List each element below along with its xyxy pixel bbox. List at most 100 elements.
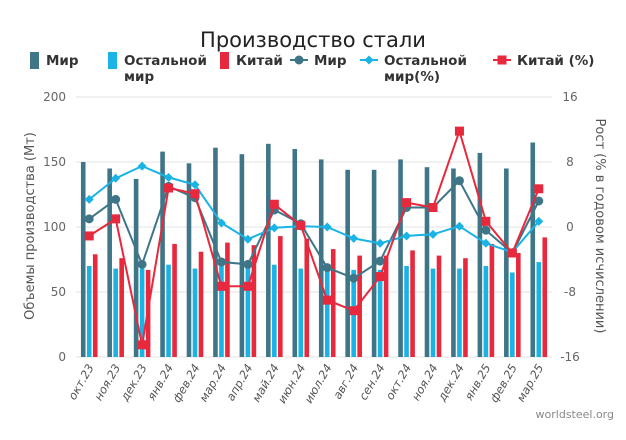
data-point: [190, 180, 200, 190]
data-point: [137, 161, 147, 171]
y-tick-right: 8: [566, 155, 574, 169]
y-tick-right: -16: [560, 350, 580, 364]
bar: [245, 267, 251, 357]
legend-marker: [364, 55, 374, 65]
data-point: [349, 233, 359, 243]
data-point: [428, 229, 438, 239]
legend-marker: [497, 55, 507, 65]
bar: [530, 142, 536, 357]
chart-title: Производство стали: [200, 28, 426, 52]
bar: [225, 242, 230, 357]
data-point: [454, 176, 464, 186]
data-point: [402, 231, 412, 241]
legend-item: Китай: [220, 52, 283, 69]
bar: [119, 258, 124, 357]
data-point: [190, 189, 200, 199]
y-tick-left: 100: [43, 220, 66, 234]
bar: [489, 243, 495, 357]
bar: [107, 168, 112, 357]
data-point: [243, 281, 253, 291]
data-point: [349, 306, 359, 316]
data-point: [349, 273, 359, 283]
data-point: [84, 194, 94, 204]
data-point: [84, 214, 94, 224]
bar: [357, 255, 362, 357]
bar: [451, 168, 456, 357]
legend-item: Мир: [290, 53, 347, 69]
y-tick-left: 50: [51, 285, 66, 299]
bar: [536, 262, 542, 357]
bar: [436, 255, 442, 357]
data-point: [269, 223, 279, 233]
bar: [345, 169, 350, 357]
y-tick-right: 16: [562, 90, 577, 104]
bar: [213, 147, 218, 357]
legend-item: Мир: [30, 52, 79, 69]
bar: [166, 264, 171, 357]
bar: [483, 266, 489, 357]
legend-marker: [294, 55, 304, 65]
data-point: [322, 295, 332, 305]
data-point: [481, 225, 491, 235]
data-point: [454, 221, 464, 231]
data-point: [164, 183, 174, 193]
bar: [160, 151, 165, 357]
data-point: [375, 272, 385, 282]
data-point: [534, 216, 544, 226]
y-tick-right: -8: [564, 285, 576, 299]
bar: [398, 159, 403, 357]
y-axis-right-label: Рост (% в годовом исчислении): [592, 119, 607, 334]
data-point: [534, 196, 544, 206]
legend-label: Остальной мир: [124, 53, 207, 85]
bar: [504, 168, 509, 357]
data-point: [84, 231, 94, 241]
bar: [477, 152, 483, 357]
bar: [377, 269, 383, 357]
bar: [113, 268, 118, 357]
data-point: [322, 263, 332, 273]
y-tick-left: 0: [58, 350, 66, 364]
legend: Мир Остальной мир Китай Мир Остальной мир(%) Ки…: [30, 52, 594, 85]
bar: [139, 268, 145, 357]
bar: [192, 268, 198, 357]
data-point: [534, 184, 544, 194]
bar: [172, 243, 177, 357]
bar: [133, 178, 139, 357]
series-line: [88, 179, 540, 280]
bar: [516, 253, 521, 357]
legend-item: Остальной мир: [108, 52, 207, 85]
bar: [272, 264, 277, 357]
bar: [424, 167, 430, 357]
series-line: [88, 127, 540, 346]
data-point: [481, 216, 491, 226]
legend-swatch: [220, 52, 229, 69]
bar: [510, 272, 515, 357]
bar: [463, 258, 468, 357]
bar: [542, 237, 548, 357]
data-point: [216, 218, 226, 228]
bar: [86, 266, 92, 357]
bar: [410, 250, 415, 357]
series-line: [88, 165, 540, 254]
data-point: [375, 238, 385, 248]
bar: [186, 163, 192, 357]
data-point: [269, 199, 279, 209]
bar: [404, 266, 409, 357]
bar: [430, 268, 436, 357]
bar: [219, 264, 224, 357]
data-point: [428, 203, 438, 212]
bar: [239, 154, 245, 357]
data-point: [216, 257, 226, 267]
data-point: [481, 238, 491, 248]
data-point: [111, 214, 121, 224]
data-point: [216, 281, 226, 291]
line-series: [84, 126, 544, 350]
legend-label: Остальной мир(%): [384, 53, 467, 85]
legend-swatch: [30, 52, 39, 69]
bar: [198, 251, 204, 357]
data-point: [243, 259, 253, 269]
bar: [80, 162, 86, 357]
y-tick-left: 150: [43, 155, 66, 169]
data-point: [243, 234, 253, 244]
